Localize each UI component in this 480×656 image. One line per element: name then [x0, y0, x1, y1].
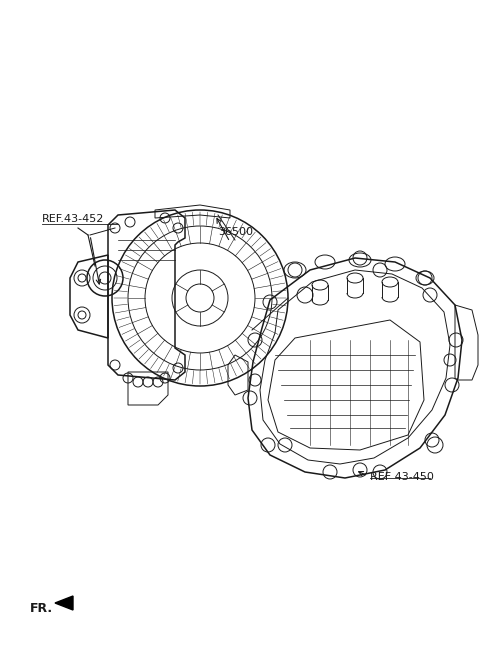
- Text: REF 43-450: REF 43-450: [370, 472, 434, 482]
- Text: FR.: FR.: [30, 602, 53, 615]
- Polygon shape: [55, 596, 73, 610]
- Text: REF.43-452: REF.43-452: [42, 214, 104, 224]
- Text: 36500: 36500: [218, 227, 253, 237]
